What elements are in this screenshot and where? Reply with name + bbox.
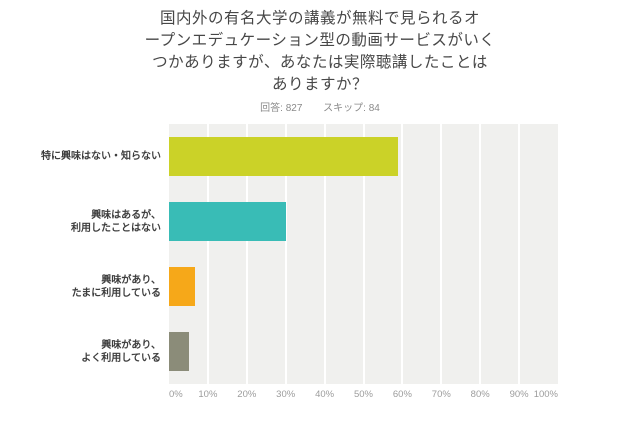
skipped-label: スキップ: <box>323 103 366 114</box>
category-label: 興味があり、 よく利用している <box>0 319 161 384</box>
x-tick-label: 20% <box>237 389 257 400</box>
category-label-line: よく利用している <box>81 352 161 364</box>
gridline <box>284 124 287 384</box>
category-label: 興味があり、 たまに利用している <box>0 254 161 319</box>
bar-row <box>169 254 558 319</box>
bar-row <box>169 124 558 189</box>
x-tick-label: 50% <box>353 389 374 400</box>
category-label-line: 興味があり、 <box>101 339 161 351</box>
gridline <box>245 124 248 384</box>
gridline <box>440 124 443 384</box>
category-label-line: 特に興味はない・知らない <box>41 151 161 162</box>
answered-stat: 回答: 827 <box>260 103 302 114</box>
category-label: 特に興味はない・知らない <box>0 124 161 189</box>
x-tick-label: 10% <box>198 389 218 400</box>
bar-2 <box>169 202 286 241</box>
bar-3 <box>169 267 195 306</box>
gridline <box>401 124 404 384</box>
category-label-line: 興味があり、 <box>101 274 161 286</box>
bar-4 <box>169 332 189 371</box>
gridline <box>206 124 209 384</box>
title-line-2: ープンエデュケーション型の動画サービスがいく <box>144 32 496 49</box>
bar-row <box>169 319 558 384</box>
x-tick-label: 100% <box>533 389 558 400</box>
category-label-line: 利用したことはない <box>71 222 161 234</box>
answered-label: 回答: <box>260 103 283 114</box>
gridline <box>518 124 521 384</box>
title-line-3: つかありますが、あなたは実際聴講したことは <box>152 54 488 71</box>
skipped-stat: スキップ: 84 <box>323 103 380 114</box>
category-label-line: たまに利用している <box>71 287 161 299</box>
answered-value: 827 <box>285 103 303 114</box>
x-axis: 0% 10% 20% 30% 40% 50% 60% 70% 80% 90% 100% <box>169 389 558 403</box>
title-line-1: 国内外の有名大学の講義が無料で見られるオ <box>159 10 480 27</box>
x-tick-label: 40% <box>315 389 335 400</box>
gridline <box>362 124 365 384</box>
gridline <box>323 124 326 384</box>
title-line-4: ありますか？ <box>271 76 368 93</box>
x-tick-label: 0% <box>169 389 183 400</box>
x-tick-label: 90% <box>509 389 529 400</box>
x-tick-label: 80% <box>470 389 490 400</box>
category-label-line: 興味はあるが、 <box>91 209 161 221</box>
bar-1 <box>169 137 398 176</box>
x-tick-label: 70% <box>431 389 451 400</box>
gridline <box>479 124 482 384</box>
x-tick-label: 60% <box>392 389 412 400</box>
response-stats: 回答: 827 スキップ: 84 <box>0 99 640 114</box>
skipped-value: 84 <box>368 103 380 114</box>
category-label: 興味はあるが、 利用したことはない <box>0 189 161 254</box>
category-labels-column: 特に興味はない・知らない 興味はあるが、 利用したことはない 興味があり、 たまに利用し… <box>0 124 161 384</box>
plot-area <box>169 124 558 384</box>
chart-title: 国内外の有名大学の講義が無料で見られるオ ープンエデュケーション型の動画サービス… <box>0 8 640 96</box>
bar-row <box>169 189 558 254</box>
x-tick-label: 30% <box>276 389 296 400</box>
